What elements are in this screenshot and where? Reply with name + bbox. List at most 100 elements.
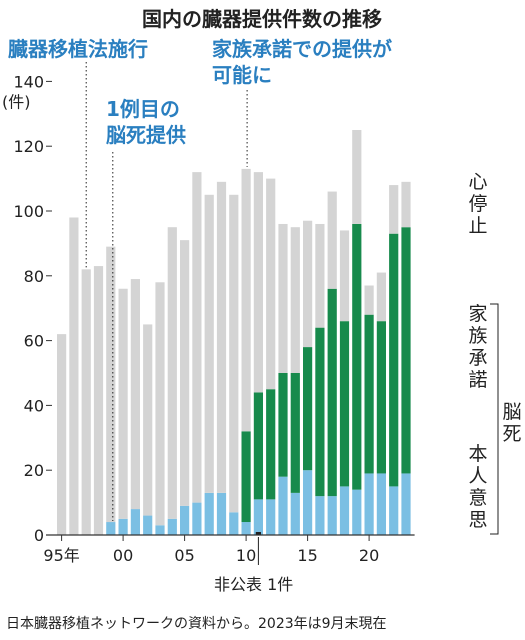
x-tick-label: 00 (113, 546, 133, 565)
annotation-first-braindeath: 1例目の脳死提供 (105, 97, 186, 147)
label-char: 諾 (468, 369, 487, 391)
source-note: 日本臓器移植ネットワークの資料から。2023年は9月末現在 (6, 616, 387, 632)
bar-segment (389, 486, 399, 535)
annotation-line: 1例目の (106, 97, 180, 121)
bar-segment (327, 288, 337, 497)
bar-segment (130, 509, 140, 535)
bar-segment (315, 223, 325, 328)
bar-segment (401, 473, 411, 535)
bar-segment (93, 266, 104, 535)
y-unit-label: (件) (2, 92, 31, 111)
label-cardiac-arrest: 心停止 (468, 171, 487, 237)
annotation-line: 脳死提供 (105, 123, 186, 147)
bar-segment (229, 194, 239, 513)
bar-segment (216, 492, 227, 535)
annotation-line: 家族承諾での提供が (212, 37, 392, 61)
bar-segment (253, 499, 263, 535)
label-char: 承 (468, 347, 487, 369)
bar-segment (143, 324, 153, 516)
bar-segment (106, 522, 116, 535)
bar-segment (278, 476, 288, 535)
bar-segment (401, 181, 411, 228)
bar-segment (241, 522, 251, 535)
y-tick-label: 40 (24, 396, 44, 415)
label-brain-death: 脳死 (502, 401, 521, 445)
bar-segment (278, 373, 288, 477)
bar-segment (106, 246, 116, 523)
undisclosed-marker (255, 532, 261, 535)
annotation-line: 可能に (212, 63, 272, 87)
bar-segment (143, 515, 153, 535)
bar-segment (401, 227, 411, 474)
bar-segment (69, 217, 79, 536)
bar-segment (155, 525, 165, 535)
bar-segment (327, 191, 337, 289)
bar-segment (315, 327, 325, 497)
bar-segment (352, 223, 362, 490)
x-tick-label: 15 (297, 546, 317, 565)
x-tick-label: 05 (174, 546, 194, 565)
y-tick-label: 0 (34, 526, 44, 545)
undisclosed-note: 非公表 1件 (214, 575, 293, 594)
bar-segment (376, 473, 386, 535)
label-char: 人 (468, 465, 487, 487)
bar-segment (118, 518, 128, 535)
x-tick-label: 95年 (43, 546, 79, 565)
bar-segment (241, 431, 251, 523)
label-char: 本 (468, 443, 487, 465)
bar-segment (130, 279, 140, 510)
bar-segment (216, 181, 227, 493)
stacked-bars (57, 130, 411, 536)
bar-segment (180, 240, 190, 506)
label-char: 停 (468, 193, 487, 215)
bar-segment (57, 334, 67, 535)
bar-segment (364, 285, 374, 315)
y-tick-label: 120 (13, 137, 44, 156)
label-char: 死 (502, 423, 521, 445)
bar-segment (364, 314, 374, 474)
bar-segment (192, 502, 202, 535)
label-char: 止 (468, 215, 487, 237)
bar-segment (339, 486, 350, 535)
bar-segment (389, 185, 399, 234)
bar-segment (389, 233, 399, 487)
bar-segment (315, 496, 325, 535)
axes: 0 20 40 60 80 100 120 140(件) 95年 00 05 10 15 20 (2, 72, 415, 565)
bar-segment (192, 172, 202, 503)
bar-segment (352, 489, 362, 535)
bar-segment (327, 496, 337, 535)
bar-segment (204, 492, 214, 535)
label-family-consent: 家族承諾 (468, 303, 487, 391)
brain-death-bracket (490, 303, 499, 535)
bar-segment (167, 227, 177, 519)
bar-segment (241, 168, 251, 432)
bar-segment (253, 172, 263, 393)
bar-segment (180, 505, 190, 535)
bar-segment (290, 373, 300, 493)
label-own-will: 本人意思 (468, 443, 487, 531)
y-tick-label: 100 (13, 202, 44, 221)
y-tick-label: 80 (24, 267, 44, 286)
bar-segment (290, 227, 300, 373)
bar-segment (303, 347, 313, 471)
label-char: 脳 (502, 401, 521, 423)
bar-segment (266, 178, 276, 390)
label-char: 家 (468, 303, 487, 325)
bar-segment (376, 272, 386, 322)
y-tick-label: 140 (13, 72, 44, 91)
x-tick-label: 20 (359, 546, 379, 565)
chart-title: 国内の臓器提供件数の推移 (142, 7, 382, 31)
y-tick-label: 20 (24, 461, 44, 480)
bar-segment (376, 321, 386, 474)
bar-segment (204, 194, 214, 493)
bar-segment (303, 220, 313, 348)
bar-segment (352, 130, 362, 224)
label-char: 族 (468, 325, 487, 347)
bar-segment (266, 499, 276, 535)
bar-segment (118, 288, 128, 519)
bar-segment (253, 392, 263, 500)
y-tick-label: 60 (24, 332, 44, 351)
